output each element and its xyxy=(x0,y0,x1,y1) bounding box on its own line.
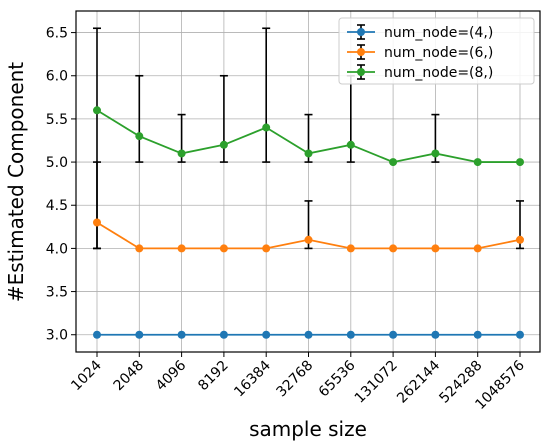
data-point xyxy=(93,330,101,339)
data-point xyxy=(431,244,440,253)
legend-items: num_node=(4,) num_node=(6,) num_node=(8,) xyxy=(347,24,493,81)
data-point xyxy=(219,140,228,149)
legend-marker xyxy=(357,48,365,56)
y-axis-label: #Estimated Component xyxy=(4,62,28,302)
data-point xyxy=(473,244,482,253)
data-point xyxy=(516,330,524,339)
legend: num_node=(4,) num_node=(6,) num_node=(8,) xyxy=(338,17,535,85)
data-point xyxy=(135,244,144,253)
data-point xyxy=(304,330,313,339)
data-point xyxy=(177,330,186,339)
legend-label: num_node=(6,) xyxy=(384,45,493,61)
data-point xyxy=(219,330,228,339)
legend-box xyxy=(338,17,535,85)
y-tick-label: 3.5 xyxy=(46,285,68,301)
data-point xyxy=(262,330,271,339)
data-point xyxy=(346,330,355,339)
data-point xyxy=(177,149,186,158)
data-point xyxy=(389,330,398,339)
data-point xyxy=(473,330,482,339)
y-tick-label: 5.0 xyxy=(46,155,68,171)
data-point xyxy=(431,149,440,158)
series-layer xyxy=(93,106,524,339)
data-point xyxy=(304,149,313,158)
data-point xyxy=(431,330,440,339)
y-tick-label: 4.0 xyxy=(46,241,68,257)
data-point xyxy=(389,244,398,253)
data-point xyxy=(93,218,101,227)
data-point xyxy=(262,123,271,132)
data-point xyxy=(389,158,398,167)
data-point xyxy=(219,244,228,253)
y-tick-label: 6.5 xyxy=(46,26,68,42)
data-point xyxy=(262,244,271,253)
y-tick-label: 3.0 xyxy=(46,328,68,344)
y-tick-label: 5.5 xyxy=(46,112,68,128)
data-point xyxy=(516,235,524,244)
x-axis-label: sample size xyxy=(249,417,367,441)
data-point xyxy=(346,244,355,253)
data-point xyxy=(177,244,186,253)
data-point xyxy=(516,158,524,167)
legend-label: num_node=(4,) xyxy=(384,25,493,41)
data-point xyxy=(135,132,144,141)
y-tick-label: 4.5 xyxy=(46,198,68,214)
y-tick-label: 6.0 xyxy=(46,69,68,85)
legend-marker xyxy=(357,28,365,36)
data-point xyxy=(93,106,101,115)
legend-marker xyxy=(357,68,365,76)
data-point xyxy=(135,330,144,339)
legend-label: num_node=(8,) xyxy=(384,65,493,81)
data-point xyxy=(473,158,482,167)
data-point xyxy=(346,140,355,149)
data-point xyxy=(304,235,313,244)
